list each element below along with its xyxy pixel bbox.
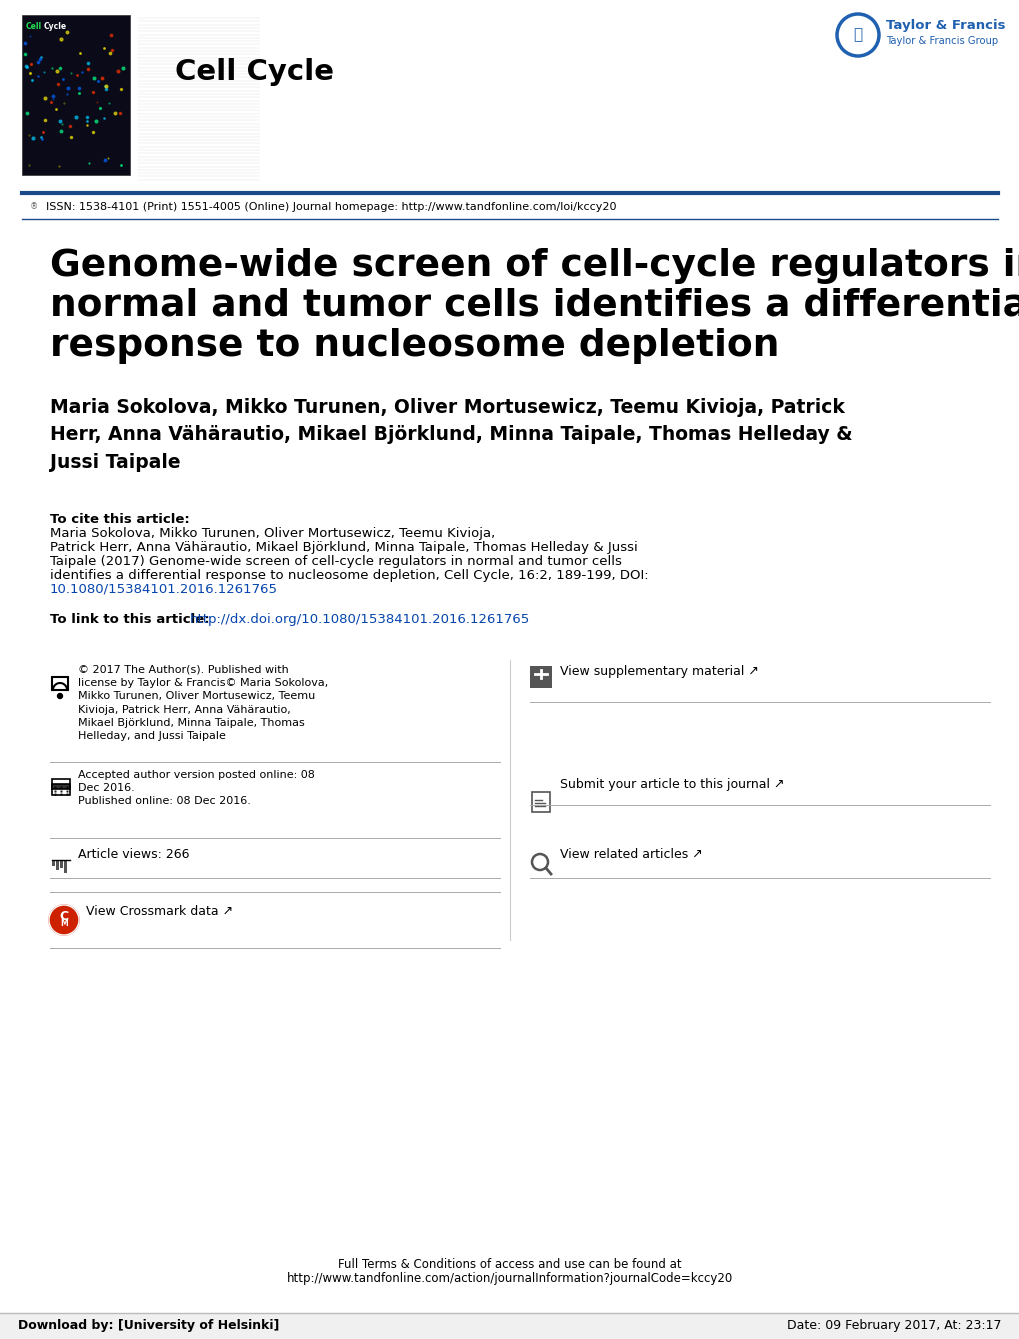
Text: Cell: Cell xyxy=(25,21,42,31)
Text: M: M xyxy=(60,920,68,928)
Bar xyxy=(60,860,63,868)
Text: Genome-wide screen of cell-cycle regulators in: Genome-wide screen of cell-cycle regulat… xyxy=(50,248,1019,284)
Text: © 2017 The Author(s). Published with
license by Taylor & Francis© Maria Sokolova: © 2017 The Author(s). Published with lic… xyxy=(77,665,328,740)
Text: http://dx.doi.org/10.1080/15384101.2016.1261765: http://dx.doi.org/10.1080/15384101.2016.… xyxy=(190,613,530,627)
Text: Taylor & Francis Group: Taylor & Francis Group xyxy=(886,36,998,46)
Text: identifies a differential response to nucleosome depletion, Cell Cycle, 16:2, 18: identifies a differential response to nu… xyxy=(50,569,648,582)
Bar xyxy=(22,15,129,175)
Text: Article views: 266: Article views: 266 xyxy=(77,848,190,861)
Bar xyxy=(52,860,55,866)
Bar xyxy=(64,860,67,873)
Bar xyxy=(532,791,549,811)
Text: View related articles ↗: View related articles ↗ xyxy=(559,848,702,861)
Text: Submit your article to this journal ↗: Submit your article to this journal ↗ xyxy=(559,778,784,791)
Text: Maria Sokolova, Mikko Turunen, Oliver Mortusewicz, Teemu Kivioja, Patrick
Herr, : Maria Sokolova, Mikko Turunen, Oliver Mo… xyxy=(50,398,852,471)
Circle shape xyxy=(49,905,78,935)
Text: View supplementary material ↗: View supplementary material ↗ xyxy=(559,665,758,678)
Text: Accepted author version posted online: 08
Dec 2016.
Published online: 08 Dec 201: Accepted author version posted online: 0… xyxy=(77,770,315,806)
Text: Date: 09 February 2017, At: 23:17: Date: 09 February 2017, At: 23:17 xyxy=(787,1319,1001,1332)
Bar xyxy=(52,779,70,795)
Text: normal and tumor cells identifies a differential: normal and tumor cells identifies a diff… xyxy=(50,288,1019,324)
Text: ISSN: 1538-4101 (Print) 1551-4005 (Online) Journal homepage: http://www.tandfonl: ISSN: 1538-4101 (Print) 1551-4005 (Onlin… xyxy=(46,202,615,212)
Text: Full Terms & Conditions of access and use can be found at: Full Terms & Conditions of access and us… xyxy=(338,1259,681,1271)
Text: http://www.tandfonline.com/action/journalInformation?journalCode=kccy20: http://www.tandfonline.com/action/journa… xyxy=(286,1272,733,1285)
Text: 10.1080/15384101.2016.1261765: 10.1080/15384101.2016.1261765 xyxy=(50,582,278,596)
Bar xyxy=(56,860,59,870)
Text: View Crossmark data ↗: View Crossmark data ↗ xyxy=(86,905,233,919)
Text: Cycle: Cycle xyxy=(44,21,67,31)
Bar xyxy=(52,785,70,789)
Bar xyxy=(0,1314,1019,1339)
Bar xyxy=(52,678,68,690)
Bar xyxy=(530,665,551,688)
Text: Maria Sokolova, Mikko Turunen, Oliver Mortusewicz, Teemu Kivioja,: Maria Sokolova, Mikko Turunen, Oliver Mo… xyxy=(50,528,495,540)
Text: Patrick Herr, Anna Vähärautio, Mikael Björklund, Minna Taipale, Thomas Helleday : Patrick Herr, Anna Vähärautio, Mikael Bj… xyxy=(50,541,637,554)
Circle shape xyxy=(57,694,62,699)
Text: Cell Cycle: Cell Cycle xyxy=(175,58,333,86)
Text: response to nucleosome depletion: response to nucleosome depletion xyxy=(50,328,779,364)
Text: C: C xyxy=(59,909,68,923)
Text: Download by: [University of Helsinki]: Download by: [University of Helsinki] xyxy=(18,1319,279,1332)
Text: ⛵: ⛵ xyxy=(853,28,862,43)
Text: Taylor & Francis: Taylor & Francis xyxy=(886,20,1005,32)
Text: Taipale (2017) Genome-wide screen of cell-cycle regulators in normal and tumor c: Taipale (2017) Genome-wide screen of cel… xyxy=(50,554,622,568)
Text: To link to this article:: To link to this article: xyxy=(50,613,214,627)
Text: To cite this article:: To cite this article: xyxy=(50,513,190,526)
Text: ®: ® xyxy=(30,202,39,212)
